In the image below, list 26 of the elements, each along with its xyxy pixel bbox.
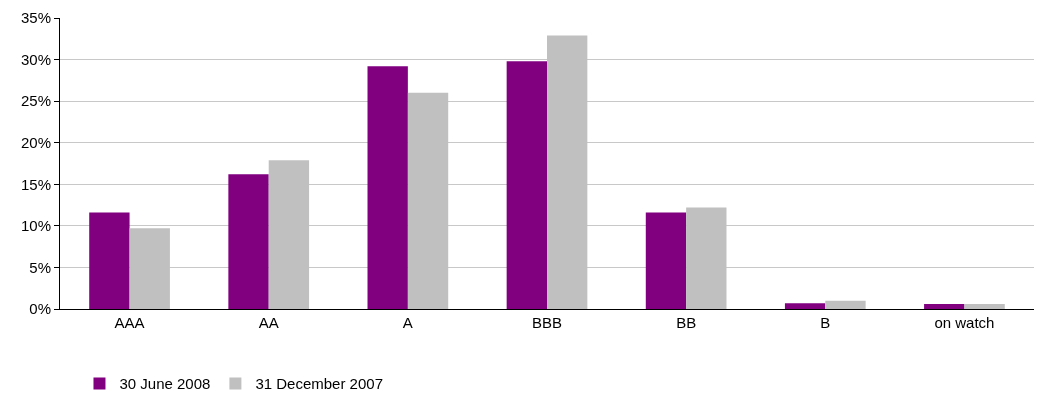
x-tick-label: BB	[676, 314, 697, 331]
x-tick-label: B	[820, 314, 831, 331]
y-tick-label: 5%	[29, 258, 51, 276]
y-tick-label: 20%	[20, 133, 51, 151]
y-tick-label: 35%	[20, 9, 51, 27]
bar	[89, 212, 130, 309]
y-tick-label: 10%	[20, 217, 51, 235]
bar	[367, 66, 408, 309]
x-tick-label: BBB	[531, 314, 563, 331]
y-tick-label: 25%	[20, 92, 51, 110]
x-tick-label: AA	[258, 314, 279, 331]
x-tick-label: AAA	[114, 314, 145, 331]
bar	[825, 300, 866, 309]
bar	[228, 174, 269, 309]
x-tick-label: on watch	[934, 314, 995, 331]
legend-label: 31 December 2007	[255, 375, 383, 393]
y-tick-label: 15%	[20, 175, 51, 193]
bar	[645, 212, 687, 309]
bar	[964, 304, 1005, 309]
x-tick-label: A	[402, 314, 413, 331]
bar	[924, 304, 965, 309]
bar	[784, 303, 826, 309]
legend-label: 30 June 2008	[119, 375, 211, 393]
y-tick-label: 0%	[29, 300, 51, 318]
bar	[506, 61, 547, 309]
y-tick-label: 30%	[20, 50, 51, 68]
